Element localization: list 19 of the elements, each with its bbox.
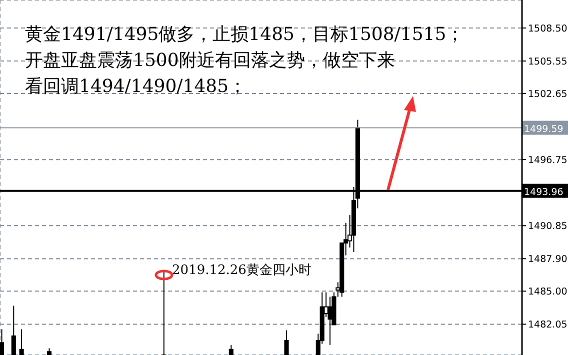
candlestick — [228, 344, 234, 355]
y-tick-label: 1508.50 — [528, 23, 568, 34]
y-tick-label: 1496.75 — [528, 154, 568, 166]
annotation: 2019.12.26黄金四小时 — [172, 262, 312, 279]
annotation: 看回调1494/1490/1485； — [25, 75, 247, 98]
y-tick-label: 1502.65 — [528, 88, 568, 100]
candlestick — [11, 305, 16, 355]
y-tick-label: 1485.00 — [528, 286, 568, 298]
candlestick — [19, 328, 24, 355]
y-tick-label: 1482.05 — [528, 320, 568, 331]
y-tick-label: 1487.90 — [528, 254, 568, 266]
y-tick-label: 1505.55 — [528, 56, 568, 68]
ref-line-label: 1499.59 — [524, 124, 564, 135]
candlestick — [284, 330, 289, 355]
candlestick — [0, 328, 4, 355]
annotation: 黄金1491/1495做多，止损1485，目标1508/1515； — [25, 23, 464, 46]
ref-line-label: 1493.96 — [524, 186, 564, 198]
annotation: 开盘亚盘震荡1500附近有回落之势，做空下来 — [25, 49, 395, 72]
y-tick-label: 1490.85 — [528, 221, 568, 232]
